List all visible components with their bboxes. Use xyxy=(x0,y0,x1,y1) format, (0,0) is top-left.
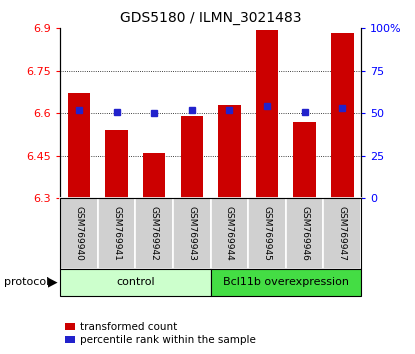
Text: GSM769942: GSM769942 xyxy=(150,206,159,261)
Text: GSM769944: GSM769944 xyxy=(225,206,234,261)
Bar xyxy=(68,93,90,198)
Text: GSM769947: GSM769947 xyxy=(338,206,347,261)
Bar xyxy=(286,198,323,269)
Bar xyxy=(105,130,128,198)
Bar xyxy=(248,198,286,269)
Bar xyxy=(211,269,361,296)
Bar xyxy=(181,116,203,198)
Title: GDS5180 / ILMN_3021483: GDS5180 / ILMN_3021483 xyxy=(120,11,301,24)
Text: ▶: ▶ xyxy=(48,276,57,289)
Bar xyxy=(60,269,211,296)
Bar xyxy=(60,198,98,269)
Text: protocol: protocol xyxy=(4,277,49,287)
Bar xyxy=(143,153,166,198)
Text: GSM769941: GSM769941 xyxy=(112,206,121,261)
Text: GSM769945: GSM769945 xyxy=(263,206,271,261)
Bar xyxy=(173,198,210,269)
Bar xyxy=(218,105,241,198)
Text: GSM769943: GSM769943 xyxy=(187,206,196,261)
Legend: transformed count, percentile rank within the sample: transformed count, percentile rank withi… xyxy=(66,322,256,345)
Text: GSM769940: GSM769940 xyxy=(74,206,83,261)
Text: Bcl11b overexpression: Bcl11b overexpression xyxy=(223,277,349,287)
Bar xyxy=(293,122,316,198)
Bar xyxy=(135,198,173,269)
Text: GSM769946: GSM769946 xyxy=(300,206,309,261)
Bar xyxy=(256,30,278,198)
Bar xyxy=(323,198,361,269)
Bar xyxy=(98,198,135,269)
Bar xyxy=(211,198,248,269)
Text: control: control xyxy=(116,277,155,287)
Bar xyxy=(331,33,354,198)
